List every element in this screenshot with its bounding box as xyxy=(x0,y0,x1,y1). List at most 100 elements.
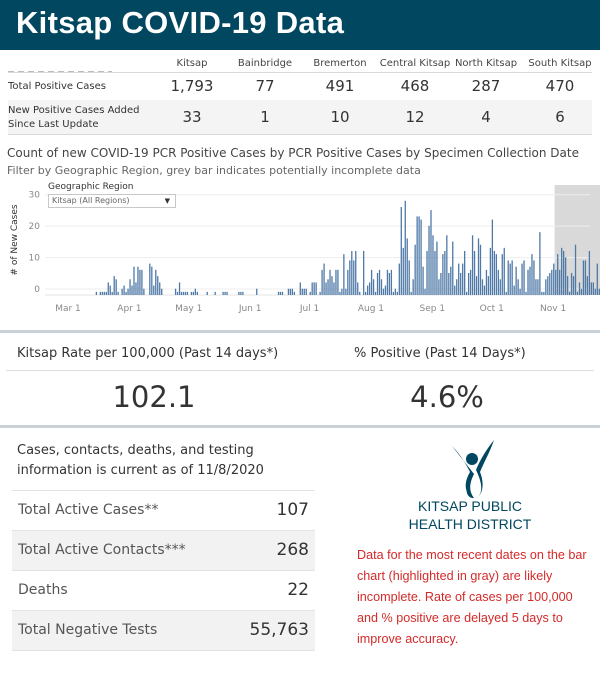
bar xyxy=(192,291,195,295)
bar xyxy=(483,285,486,295)
bar xyxy=(489,247,492,295)
bar xyxy=(557,254,559,295)
x-tick-label: Apr 1 xyxy=(117,304,141,314)
logo-line2: HEALTH DISTRICT xyxy=(408,516,532,532)
bar xyxy=(157,276,159,295)
bar xyxy=(327,279,329,295)
bar xyxy=(434,251,436,295)
bar xyxy=(386,269,389,295)
info-value: 22 xyxy=(287,580,309,600)
bar xyxy=(515,266,517,295)
bar xyxy=(547,276,549,295)
bar xyxy=(279,291,282,295)
bar xyxy=(513,285,515,295)
bar xyxy=(596,263,598,295)
bar xyxy=(337,269,339,295)
row-label-new-positive-line2: Since Last Update xyxy=(8,119,99,130)
bar xyxy=(570,273,573,295)
bar xyxy=(178,282,181,295)
bar xyxy=(584,260,587,295)
bar xyxy=(426,251,428,295)
chart-subtitle: Filter by Geographic Region, grey bar in… xyxy=(7,164,421,177)
bar xyxy=(374,291,377,295)
bar xyxy=(390,269,393,295)
bar xyxy=(347,269,349,295)
bar xyxy=(473,251,476,295)
x-tick-label: Mar 1 xyxy=(55,304,81,314)
row-background xyxy=(8,100,592,134)
bar xyxy=(305,288,307,295)
info-value: 107 xyxy=(276,500,309,520)
bar xyxy=(475,276,478,295)
bar xyxy=(553,263,555,295)
bar xyxy=(176,291,179,295)
bar xyxy=(311,282,313,295)
bar xyxy=(303,288,305,295)
bar xyxy=(572,276,575,295)
bar xyxy=(444,251,446,295)
column-header-kitsap: Kitsap xyxy=(176,58,208,69)
bar xyxy=(293,291,296,295)
new-positive-central-kitsap: 12 xyxy=(405,108,425,126)
header-bar: Kitsap COVID-19 Data xyxy=(0,0,600,50)
bar xyxy=(543,291,545,295)
bar xyxy=(462,263,464,295)
info-label: Total Active Cases** xyxy=(18,502,159,518)
y-tick-label: 10 xyxy=(29,254,41,264)
bar xyxy=(366,285,369,295)
dropdown-arrow-icon: ▼ xyxy=(164,197,170,205)
bar xyxy=(323,263,325,295)
bar xyxy=(402,247,404,295)
bar xyxy=(499,279,501,295)
bar xyxy=(410,291,412,295)
bar xyxy=(501,254,503,295)
bar xyxy=(380,279,383,295)
bar xyxy=(355,251,357,295)
kpi-rule xyxy=(6,370,594,371)
section-divider xyxy=(0,425,600,428)
kpi-label-percent-positive: % Positive (Past 14 Days*) xyxy=(354,346,526,361)
bar xyxy=(450,266,452,295)
header-rule xyxy=(8,72,592,73)
kpi-value-percent-positive: 4.6% xyxy=(410,380,484,414)
bar xyxy=(586,276,589,295)
bar xyxy=(129,279,131,295)
bar xyxy=(345,288,347,295)
bar xyxy=(509,263,511,295)
bar xyxy=(456,279,458,295)
bar xyxy=(566,276,569,295)
info-title: Cases, contacts, deaths, and testing inf… xyxy=(17,443,264,478)
bar xyxy=(541,291,543,295)
bar xyxy=(454,285,456,295)
column-header-central-kitsap: Central Kitsap xyxy=(379,58,451,69)
new-positive-south-kitsap: 6 xyxy=(555,108,565,126)
bar xyxy=(281,291,284,295)
bar xyxy=(103,291,105,295)
bar xyxy=(206,291,208,295)
bar xyxy=(464,251,466,295)
total-positive-central-kitsap: 468 xyxy=(400,77,430,95)
bar xyxy=(555,269,557,295)
info-value: 268 xyxy=(276,540,309,560)
bar xyxy=(400,207,402,295)
bar xyxy=(214,291,216,295)
bar xyxy=(343,254,345,295)
bar xyxy=(196,291,198,295)
bar xyxy=(469,269,472,295)
bar xyxy=(186,291,189,295)
bar xyxy=(432,235,434,295)
bar xyxy=(467,273,470,295)
bar xyxy=(111,291,113,295)
bar xyxy=(511,260,513,295)
bar xyxy=(505,291,507,295)
bar xyxy=(394,288,396,295)
bar xyxy=(598,288,600,295)
bar xyxy=(398,263,400,295)
bar xyxy=(545,279,547,295)
bar xyxy=(161,288,163,295)
info-row: Total Negative Tests 55,763 xyxy=(12,610,315,650)
bar xyxy=(359,291,361,295)
geographic-region-dropdown[interactable]: Kitsap (All Regions) ▼ xyxy=(48,194,176,208)
bar xyxy=(151,266,153,295)
total-positive-kitsap: 1,793 xyxy=(170,77,214,95)
